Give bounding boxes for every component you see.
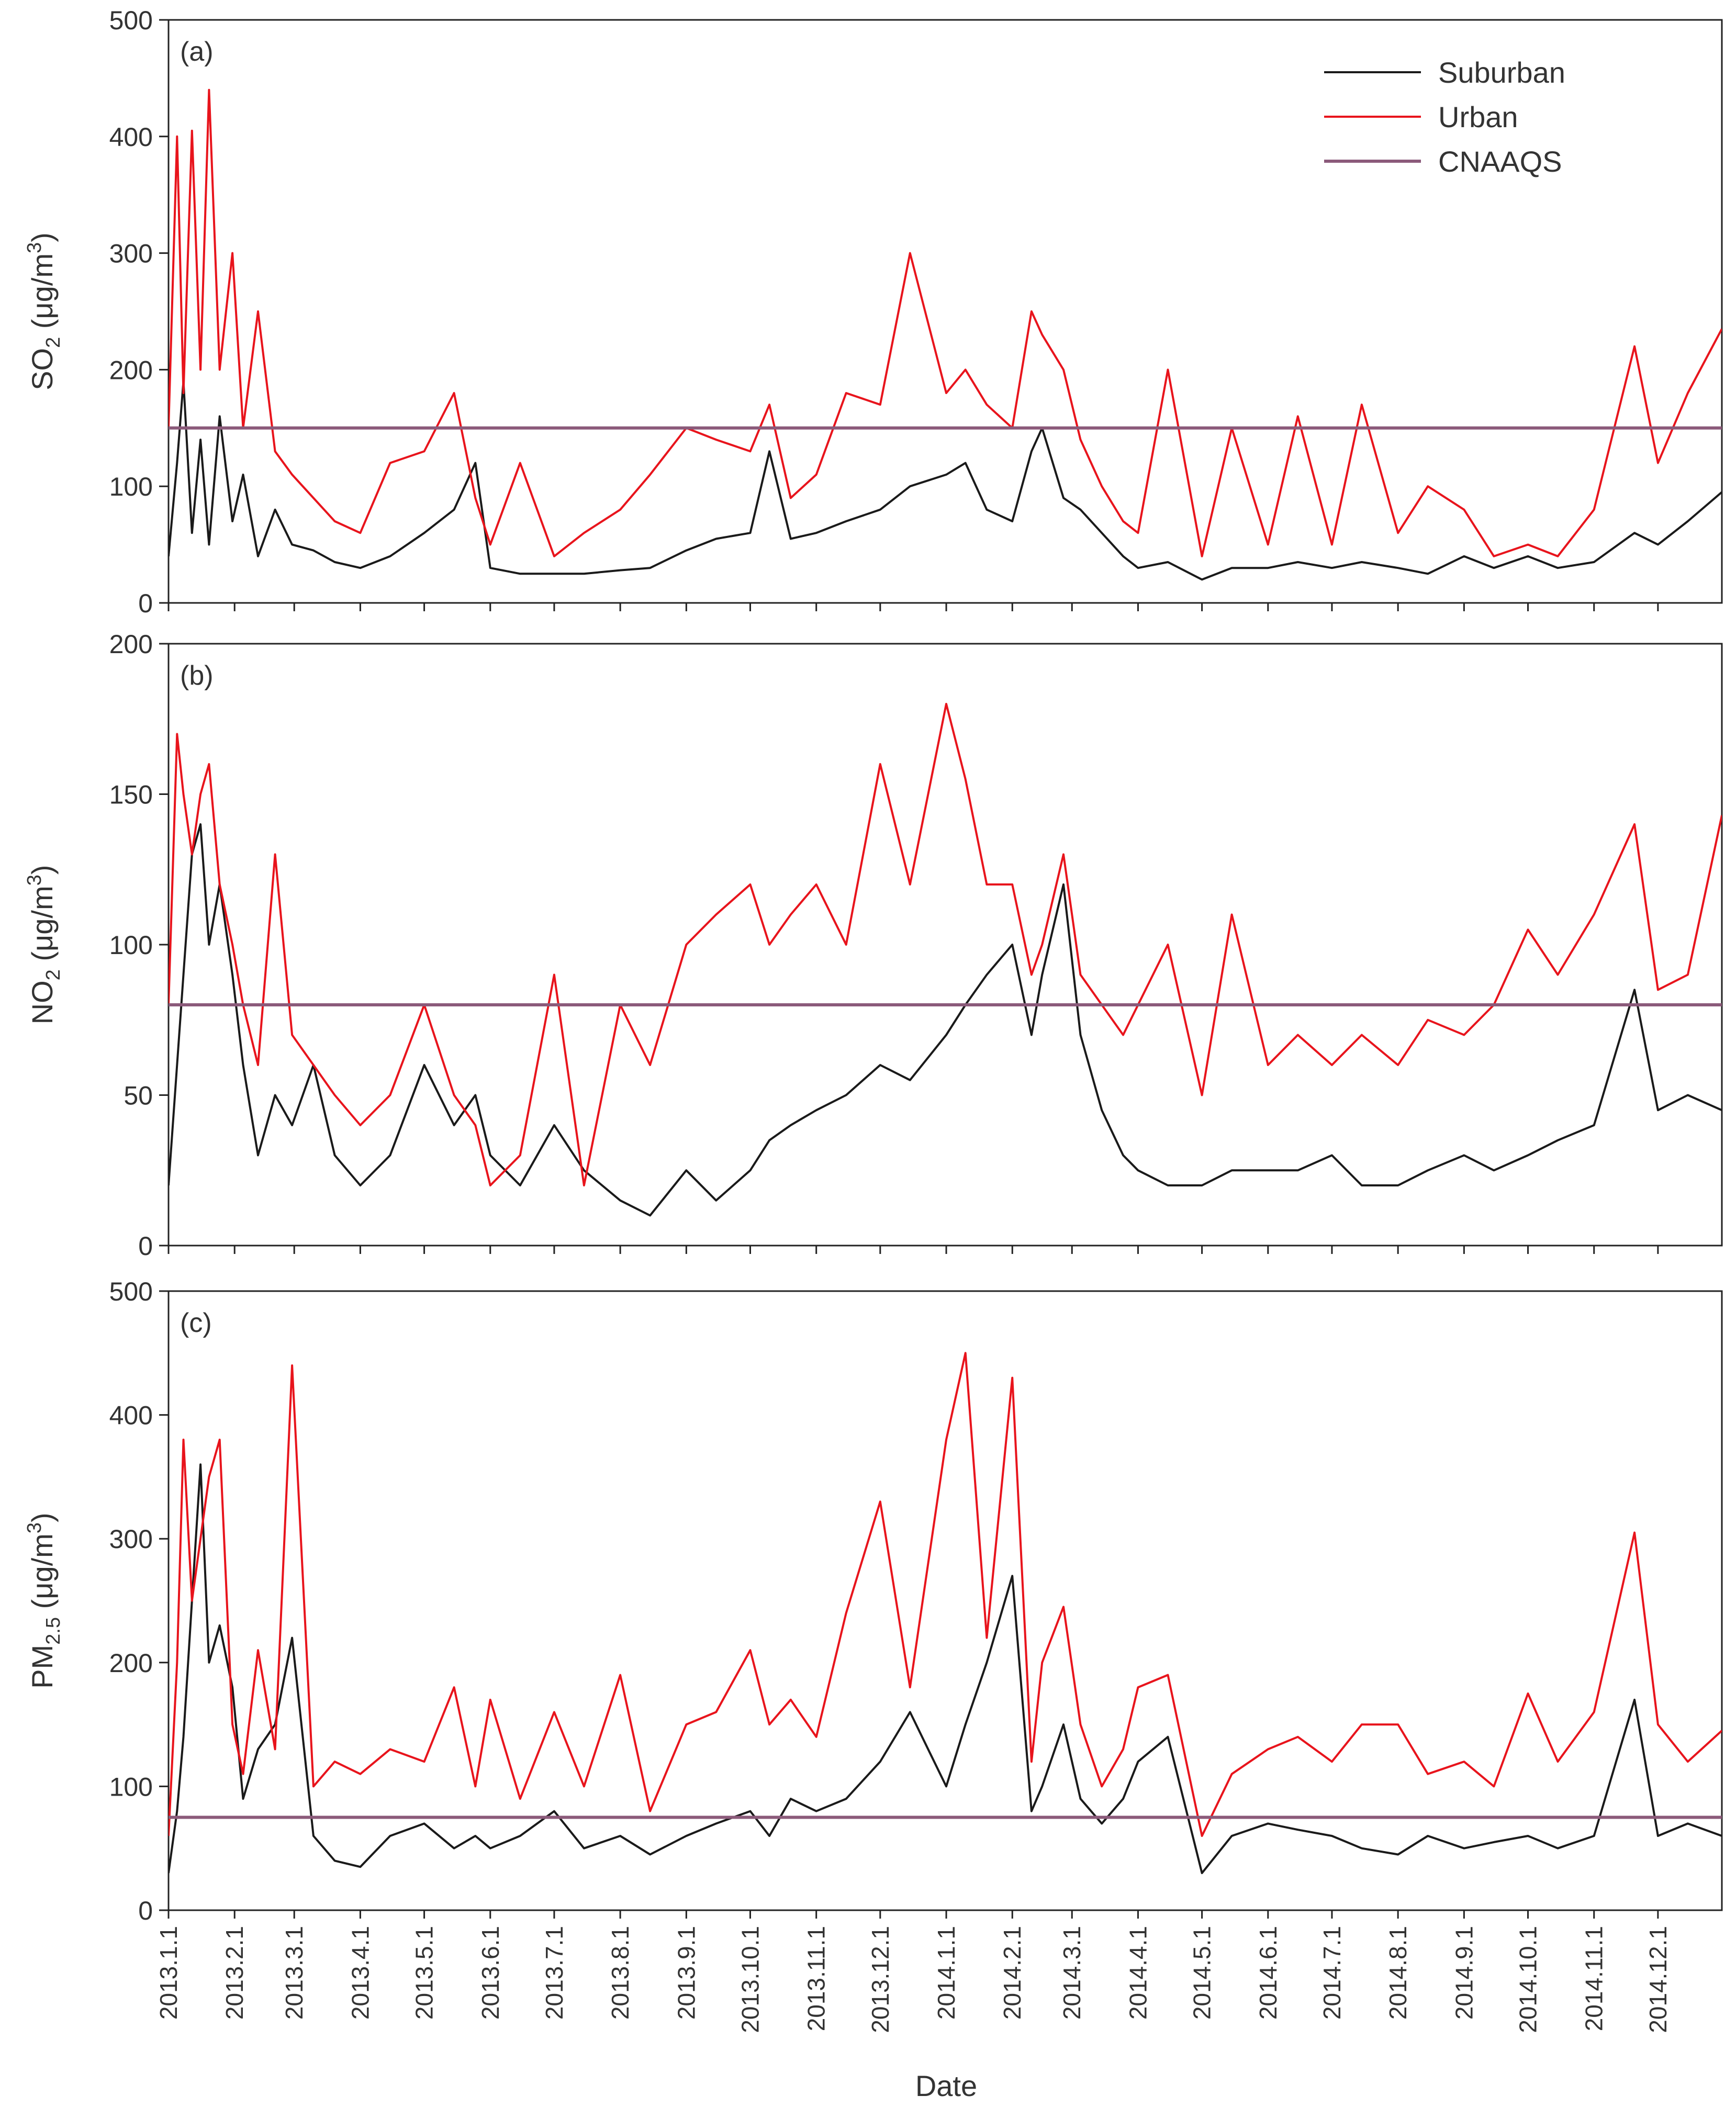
y-tick-label: 0 bbox=[138, 589, 153, 618]
x-tick-label: 2013.9.1 bbox=[673, 1926, 700, 2020]
series-suburban bbox=[169, 823, 1722, 1217]
y-tick-label: 50 bbox=[124, 1081, 153, 1111]
x-tick-label: 2013.3.1 bbox=[281, 1926, 308, 2020]
x-axis: 2013.1.1 2013.2.1 2013.3.1 2013.4.1 2013.5.1… bbox=[155, 1926, 1672, 2033]
x-tick-label: 2014.4.1 bbox=[1124, 1926, 1151, 2020]
x-tick-label: 2013.11.1 bbox=[803, 1926, 830, 2031]
y-tick-label: 400 bbox=[109, 122, 153, 152]
plot-frame bbox=[167, 1290, 1723, 1911]
series-urban bbox=[169, 88, 1722, 557]
x-tick-label: 2013.1.1 bbox=[155, 1926, 182, 2020]
series-urban bbox=[169, 703, 1722, 1186]
x-tick-label: 2014.5.1 bbox=[1189, 1926, 1216, 2020]
panel-label: (a) bbox=[180, 37, 214, 67]
x-tick-label: 2014.3.1 bbox=[1058, 1926, 1085, 2020]
panel-label: (b) bbox=[180, 660, 214, 691]
x-tick-label: 2014.12.1 bbox=[1644, 1926, 1672, 2033]
y-tick-label: 100 bbox=[109, 931, 153, 960]
legend-label-urban: Urban bbox=[1438, 100, 1518, 133]
y-axis-title: SO2 (μg/m3) bbox=[24, 232, 64, 390]
panels-layer: 0 100 200 300 400 500 (a) SO2 (μg/m3) 0 50 100 150 2… bbox=[24, 6, 1723, 1925]
y-tick-label: 500 bbox=[109, 1277, 153, 1306]
panel-label: (c) bbox=[180, 1308, 212, 1338]
panel-2: 0 50 100 150 200 (b) NO2 (μg/m3) bbox=[24, 630, 1723, 1261]
legend-label-cnaaqs: CNAAQS bbox=[1438, 145, 1562, 178]
x-tick-label: 2014.8.1 bbox=[1384, 1926, 1412, 2020]
y-axis-title: NO2 (μg/m3) bbox=[24, 865, 64, 1025]
x-tick-label: 2013.2.1 bbox=[221, 1926, 248, 2020]
x-tick-label: 2014.9.1 bbox=[1450, 1926, 1477, 2020]
y-tick-label: 500 bbox=[109, 6, 153, 35]
plot-frame bbox=[167, 643, 1723, 1247]
x-tick-label: 2013.8.1 bbox=[607, 1926, 634, 2020]
series-suburban bbox=[169, 380, 1722, 581]
legend-label-suburban: Suburban bbox=[1438, 56, 1565, 89]
x-tick-label: 2014.7.1 bbox=[1318, 1926, 1346, 2020]
y-tick-label: 200 bbox=[109, 630, 153, 659]
y-tick-label: 300 bbox=[109, 1525, 153, 1554]
y-tick-label: 100 bbox=[109, 1772, 153, 1801]
x-tick-label: 2013.7.1 bbox=[541, 1926, 568, 2020]
x-tick-label: 2013.5.1 bbox=[411, 1926, 438, 2020]
y-tick-label: 200 bbox=[109, 1649, 153, 1678]
series-suburban bbox=[169, 1463, 1722, 1874]
plot-frame bbox=[167, 19, 1723, 604]
y-tick-label: 200 bbox=[109, 355, 153, 385]
y-tick-label: 0 bbox=[138, 1896, 153, 1925]
y-tick-label: 100 bbox=[109, 472, 153, 501]
x-tick-label: 2013.4.1 bbox=[346, 1926, 374, 2020]
x-tick-label: 2014.2.1 bbox=[999, 1926, 1026, 2020]
x-tick-label: 2013.10.1 bbox=[736, 1926, 764, 2033]
panel-1: 0 100 200 300 400 500 (a) SO2 (μg/m3) bbox=[24, 6, 1723, 618]
y-axis-title: PM2.5 (μg/m3) bbox=[24, 1512, 64, 1688]
x-tick-label: 2014.1.1 bbox=[933, 1926, 960, 2020]
y-tick-label: 300 bbox=[109, 239, 153, 268]
y-tick-label: 400 bbox=[109, 1401, 153, 1430]
x-tick-label: 2014.10.1 bbox=[1515, 1926, 1542, 2033]
x-tick-label: 2014.6.1 bbox=[1255, 1926, 1282, 2020]
x-tick-label: 2014.11.1 bbox=[1581, 1926, 1608, 2031]
y-tick-label: 0 bbox=[138, 1231, 153, 1261]
x-tick-label: 2013.12.1 bbox=[867, 1926, 894, 2033]
legend: Suburban Urban CNAAQS bbox=[1324, 56, 1565, 178]
series-urban bbox=[169, 1352, 1722, 1837]
x-axis-title: Date bbox=[915, 2069, 977, 2102]
y-tick-label: 150 bbox=[109, 780, 153, 810]
x-tick-label: 2013.6.1 bbox=[477, 1926, 504, 2020]
panel-3: 0 100 200 300 400 500 (c) PM2.5 (μg/m3) bbox=[24, 1277, 1723, 1925]
